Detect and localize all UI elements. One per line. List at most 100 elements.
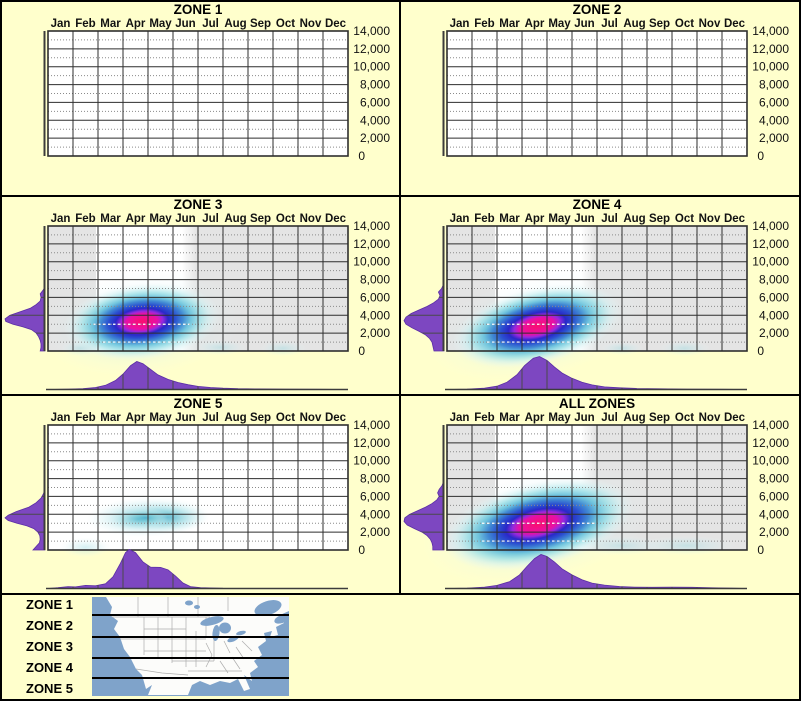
month-label: Apr (525, 213, 545, 225)
elevation-tick-label: 12,000 (752, 436, 789, 450)
density-blob (59, 537, 112, 558)
panel-title: ZONE 2 (572, 2, 622, 17)
month-label: Jun (574, 18, 594, 30)
month-label: Mar (499, 18, 520, 30)
zone-map-legend: ZONE 1 ZONE 2 ZONE 3 ZONE 4 ZONE 5 (2, 595, 799, 699)
elevation-tick-label: 12,000 (353, 237, 390, 251)
month-label: Feb (474, 412, 494, 424)
elevation-tick-label: 6,000 (360, 290, 390, 304)
elevation-tick-label: 8,000 (759, 273, 789, 287)
month-label: Jul (601, 18, 618, 30)
month-label: May (149, 18, 172, 30)
panel-zone-5: Jan Feb Mar Apr May Jun Jul Aug Sep Oct Nov Dec 14,0… (2, 396, 399, 592)
month-label: Nov (699, 213, 721, 225)
month-label: May (548, 18, 571, 30)
elevation-tick-label: 8,000 (360, 273, 390, 287)
density-blob (60, 340, 101, 357)
month-label: Apr (126, 412, 146, 424)
plot-border (446, 424, 748, 551)
month-label: Jul (601, 213, 618, 225)
map-state-borders (112, 597, 253, 676)
month-label: Jul (202, 18, 219, 30)
elevation-tick-label: 10,000 (353, 60, 390, 74)
month-label: Jun (175, 18, 195, 30)
month-label: Feb (75, 412, 95, 424)
month-label: Oct (675, 213, 694, 225)
month-label: May (149, 412, 172, 424)
month-label: May (149, 213, 172, 225)
elevation-tick-label: 0 (757, 543, 764, 557)
elevation-tick-label: 12,000 (752, 42, 789, 56)
elevation-tick-label: 10,000 (353, 255, 390, 269)
month-label: Aug (623, 213, 645, 225)
zone-plot: Jan Feb Mar Apr May Jun Jul Aug Sep Oct Nov Dec 14,0… (43, 18, 390, 163)
plot-border (47, 30, 349, 157)
elevation-tick-label: 8,000 (360, 472, 390, 486)
elevation-tick-label: 14,000 (353, 219, 390, 233)
elevation-tick-label: 10,000 (752, 60, 789, 74)
elevation-tick-label: 14,000 (353, 24, 390, 38)
zone-boundary-line (92, 657, 289, 659)
panel-zone-4: Jan Feb Mar Apr May Jun Jul Aug Sep Oct Nov Dec 14,0… (401, 197, 798, 393)
zone-boundary-line (92, 677, 289, 679)
month-label: Nov (300, 412, 322, 424)
month-label: Feb (75, 18, 95, 30)
elevation-tick-label: 14,000 (752, 219, 789, 233)
month-label: Oct (675, 412, 694, 424)
density-blob (259, 340, 307, 357)
elevation-tick-label: 6,000 (360, 95, 390, 109)
zone-plot: Jan Feb Mar Apr May Jun Jul Aug Sep Oct Nov Dec 14,0… (4, 213, 390, 391)
month-label: Jan (450, 18, 470, 30)
elevation-tick-label: 14,000 (752, 418, 789, 432)
density-blob (658, 340, 711, 357)
elevation-tick-label: 2,000 (360, 326, 390, 340)
elevation-tick-label: 14,000 (752, 24, 789, 38)
elevation-density-curve (4, 285, 46, 352)
month-label: Jan (51, 213, 71, 225)
month-label: Feb (75, 213, 95, 225)
elevation-tick-label: 14,000 (353, 418, 390, 432)
month-label: Jun (574, 213, 594, 225)
month-label: Nov (699, 18, 721, 30)
zone-plot: Jan Feb Mar Apr May Jun Jul Aug Sep Oct Nov Dec 14,0… (403, 412, 789, 590)
panel-title: ZONE 5 (173, 396, 223, 411)
elevation-tick-label: 12,000 (752, 237, 789, 251)
elevation-tick-label: 2,000 (759, 326, 789, 340)
elevation-tick-label: 4,000 (360, 113, 390, 127)
month-label: Jul (202, 213, 219, 225)
month-label: Mar (499, 213, 520, 225)
month-label: Sep (649, 213, 670, 225)
month-label: Jul (202, 412, 219, 424)
month-label: Oct (276, 213, 295, 225)
elevation-tick-label: 4,000 (360, 507, 390, 521)
month-label: Aug (224, 412, 246, 424)
month-label: Apr (525, 412, 545, 424)
month-label: Apr (126, 213, 146, 225)
zone-label-1: ZONE 1 (26, 597, 73, 612)
zone-label-5: ZONE 5 (26, 681, 73, 696)
month-label: Jun (574, 412, 594, 424)
month-label: Nov (699, 412, 721, 424)
month-label: Oct (675, 18, 694, 30)
panel-title: ZONE 1 (173, 2, 223, 17)
plot-border (446, 225, 748, 352)
month-label: Oct (276, 18, 295, 30)
plot-border (446, 30, 748, 157)
elevation-tick-label: 6,000 (759, 290, 789, 304)
month-label: Aug (224, 213, 246, 225)
panel-zone-1: Jan Feb Mar Apr May Jun Jul Aug Sep Oct Nov Dec 14,0… (2, 2, 399, 198)
month-label: Dec (724, 18, 746, 30)
month-label: Jun (175, 213, 195, 225)
month-label: Dec (724, 213, 746, 225)
plot-border (47, 225, 349, 352)
elevation-tick-label: 10,000 (353, 454, 390, 468)
month-label: May (548, 213, 571, 225)
month-label: Dec (325, 213, 347, 225)
elevation-tick-label: 2,000 (759, 525, 789, 539)
month-label: Nov (300, 213, 322, 225)
month-label: Mar (100, 213, 121, 225)
month-label: Feb (474, 213, 494, 225)
month-label: Sep (250, 412, 271, 424)
elevation-density-curve (4, 489, 46, 551)
